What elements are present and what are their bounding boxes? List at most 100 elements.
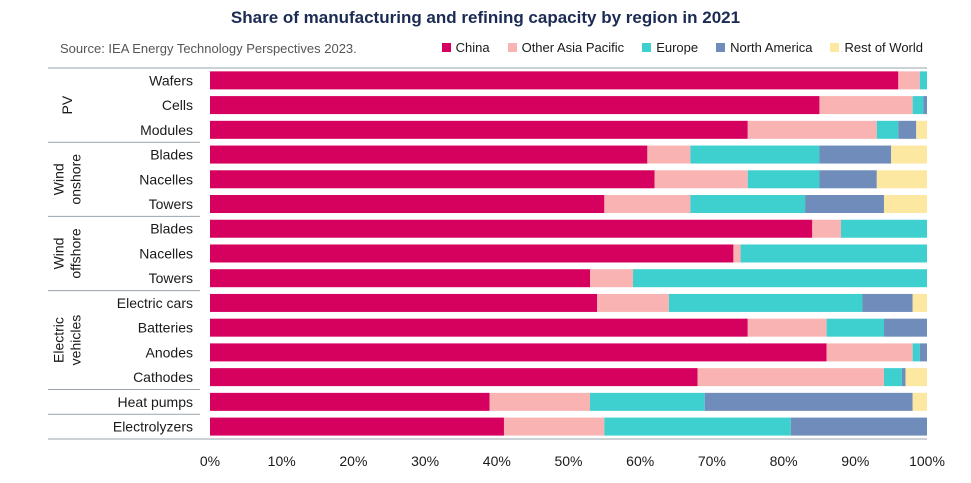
group-label-line: offshore (68, 228, 84, 279)
bar-segment (210, 417, 504, 436)
bar-segment (210, 368, 698, 387)
bar-segment (840, 219, 927, 238)
category-label: Blades (150, 221, 193, 237)
category-label: Towers (149, 270, 193, 286)
legend-swatch (830, 43, 840, 52)
legend: China Other Asia Pacific Europe North Ameri… (441, 40, 923, 55)
legend-item: China (441, 40, 490, 55)
bar-segment (901, 368, 906, 387)
group-label-line: PV (59, 95, 75, 114)
bar-segment (740, 244, 927, 263)
group-label: Windonshore (51, 154, 84, 205)
bar-segment (210, 318, 748, 337)
bar-segment (210, 392, 490, 411)
bar-segment (210, 219, 813, 238)
bar-segment (747, 318, 827, 337)
category-label: Modules (140, 122, 193, 138)
bar-segment (604, 195, 691, 214)
x-tick-label: 30% (411, 453, 439, 469)
bar-segment (210, 145, 648, 164)
legend-item: North America (716, 40, 812, 55)
category-label: Anodes (146, 344, 193, 360)
legend-label: Europe (656, 40, 699, 55)
category-label: Heat pumps (118, 394, 193, 410)
bar-segment (883, 318, 927, 337)
bar-segment (733, 244, 741, 263)
bar-segment (916, 120, 927, 139)
group-label: PV (59, 95, 75, 114)
bar-segment (747, 120, 877, 139)
bar-segment (876, 170, 927, 189)
bar-segment (503, 417, 605, 436)
bar-segment (819, 145, 892, 164)
category-label: Blades (150, 147, 193, 163)
bar-segment (210, 170, 655, 189)
x-tick-label: 80% (770, 453, 798, 469)
bar-segment (891, 145, 927, 164)
legend-item: Rest of World (830, 40, 923, 55)
group-label: Electricvehicles (51, 315, 84, 366)
bar-segment (876, 120, 899, 139)
chart-source: Source: IEA Energy Technology Perspectiv… (60, 41, 357, 56)
bar-segment (898, 120, 917, 139)
bar-segment (210, 293, 598, 312)
x-tick-label: 70% (698, 453, 726, 469)
x-tick-label: 50% (554, 453, 582, 469)
category-label: Electric cars (117, 295, 193, 311)
group-label: Windoffshore (51, 228, 84, 279)
bar-segment (912, 343, 920, 362)
category-label: Cathodes (133, 369, 193, 385)
x-tick-label: 60% (626, 453, 654, 469)
legend-swatch (716, 43, 726, 52)
group-label-line: Wind (51, 238, 67, 270)
bar-segment (668, 293, 863, 312)
bar-segment (923, 96, 927, 115)
x-tick-label: 90% (841, 453, 869, 469)
bar-segment (826, 318, 884, 337)
category-label: Towers (149, 196, 193, 212)
legend-label: Rest of World (844, 40, 923, 55)
bar-segment (210, 269, 591, 288)
bar-segment (747, 170, 820, 189)
x-tick-label: 10% (268, 453, 296, 469)
group-label-line: vehicles (68, 315, 84, 366)
bar-segment (654, 170, 748, 189)
bar-segment (597, 293, 669, 312)
legend-item: Other Asia Pacific (507, 40, 624, 55)
category-label: Nacelles (139, 245, 193, 261)
category-label: Electrolyzers (113, 419, 193, 435)
bar-segment (905, 368, 927, 387)
bar-segment (883, 368, 902, 387)
group-label-line: onshore (68, 154, 84, 205)
legend-item: Europe (642, 40, 698, 55)
bar-segment (805, 195, 884, 214)
bar-segment (704, 392, 913, 411)
bar-segment (690, 195, 806, 214)
bar-segment (690, 145, 820, 164)
bar-segment (912, 293, 927, 312)
legend-swatch (642, 43, 652, 52)
legend-swatch (441, 43, 451, 52)
bar-segment (919, 343, 927, 362)
bar-segment (826, 343, 913, 362)
x-tick-label: 0% (200, 453, 220, 469)
bar-segment (210, 120, 748, 139)
bar-segment (210, 195, 605, 214)
x-tick-label: 40% (483, 453, 511, 469)
bar-segment (590, 269, 634, 288)
bar-segment (819, 170, 877, 189)
legend-label: North America (730, 40, 813, 55)
x-tick-label: 100% (909, 453, 945, 469)
legend-label: China (455, 40, 490, 55)
bar-segment (210, 343, 827, 362)
bar-segment (604, 417, 791, 436)
bar-segment (898, 71, 920, 90)
bar-segment (590, 392, 705, 411)
bar-segment (919, 71, 927, 90)
bar-segment (862, 293, 913, 312)
chart-title: Share of manufacturing and refining capa… (230, 8, 741, 27)
bar-segment (210, 71, 899, 90)
bar-segment (210, 96, 820, 115)
bar-segment (812, 219, 841, 238)
